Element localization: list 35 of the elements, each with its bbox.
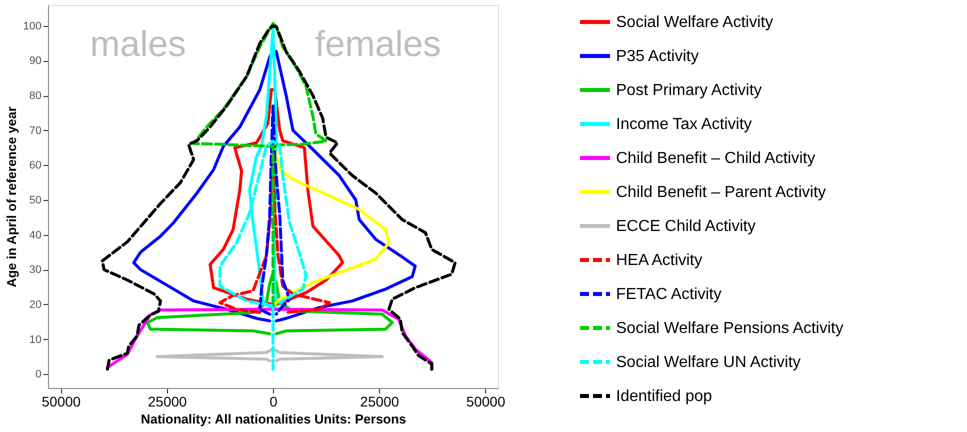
annotation: males xyxy=(90,23,186,64)
x-tick-label: 50000 xyxy=(466,394,506,410)
line-series xyxy=(258,104,292,316)
y-tick-label: 90 xyxy=(29,55,42,68)
x-tick-label: 0 xyxy=(270,394,278,410)
legend-label: Identified pop xyxy=(616,388,712,405)
y-tick-label: 100 xyxy=(23,20,42,32)
x-tick-label: 25000 xyxy=(148,394,188,410)
y-tick-label: 70 xyxy=(29,124,42,137)
x-tick-label: 50000 xyxy=(42,394,81,410)
y-tick-label: 20 xyxy=(29,298,42,311)
y-tick-label: 60 xyxy=(29,160,42,172)
x-tick-label: 25000 xyxy=(360,394,400,410)
y-tick-label: 50 xyxy=(29,194,42,206)
legend-label: ECCE Child Activity xyxy=(616,218,756,235)
y-tick-label: 10 xyxy=(29,334,42,346)
legend-label: FETAC Activity xyxy=(616,286,722,303)
x-axis-title: Nationality: All nationalities Units: Persons xyxy=(140,412,406,426)
legend-label: Child Benefit – Parent Activity xyxy=(616,184,826,201)
y-tick-label: 30 xyxy=(29,264,42,276)
y-axis-title: Age in April of reference year xyxy=(4,106,20,288)
legend-label: Social Welfare Pensions Activity xyxy=(616,320,844,337)
legend-label: Post Primary Activity xyxy=(616,82,762,99)
legend-label: Child Benefit – Child Activity xyxy=(616,150,816,167)
line-series xyxy=(156,348,384,362)
annotation: females xyxy=(314,23,442,64)
legend-label: Social Welfare UN Activity xyxy=(616,354,801,371)
y-tick-label: 80 xyxy=(29,90,42,102)
y-tick-label: 0 xyxy=(35,368,42,381)
legend-label: HEA Activity xyxy=(616,252,702,269)
line-series xyxy=(272,148,390,308)
y-tick-label: 40 xyxy=(29,229,42,242)
legend-label: Social Welfare Activity xyxy=(616,14,774,31)
legend-label: P35 Activity xyxy=(616,48,699,65)
legend-label: Income Tax Activity xyxy=(616,116,752,133)
